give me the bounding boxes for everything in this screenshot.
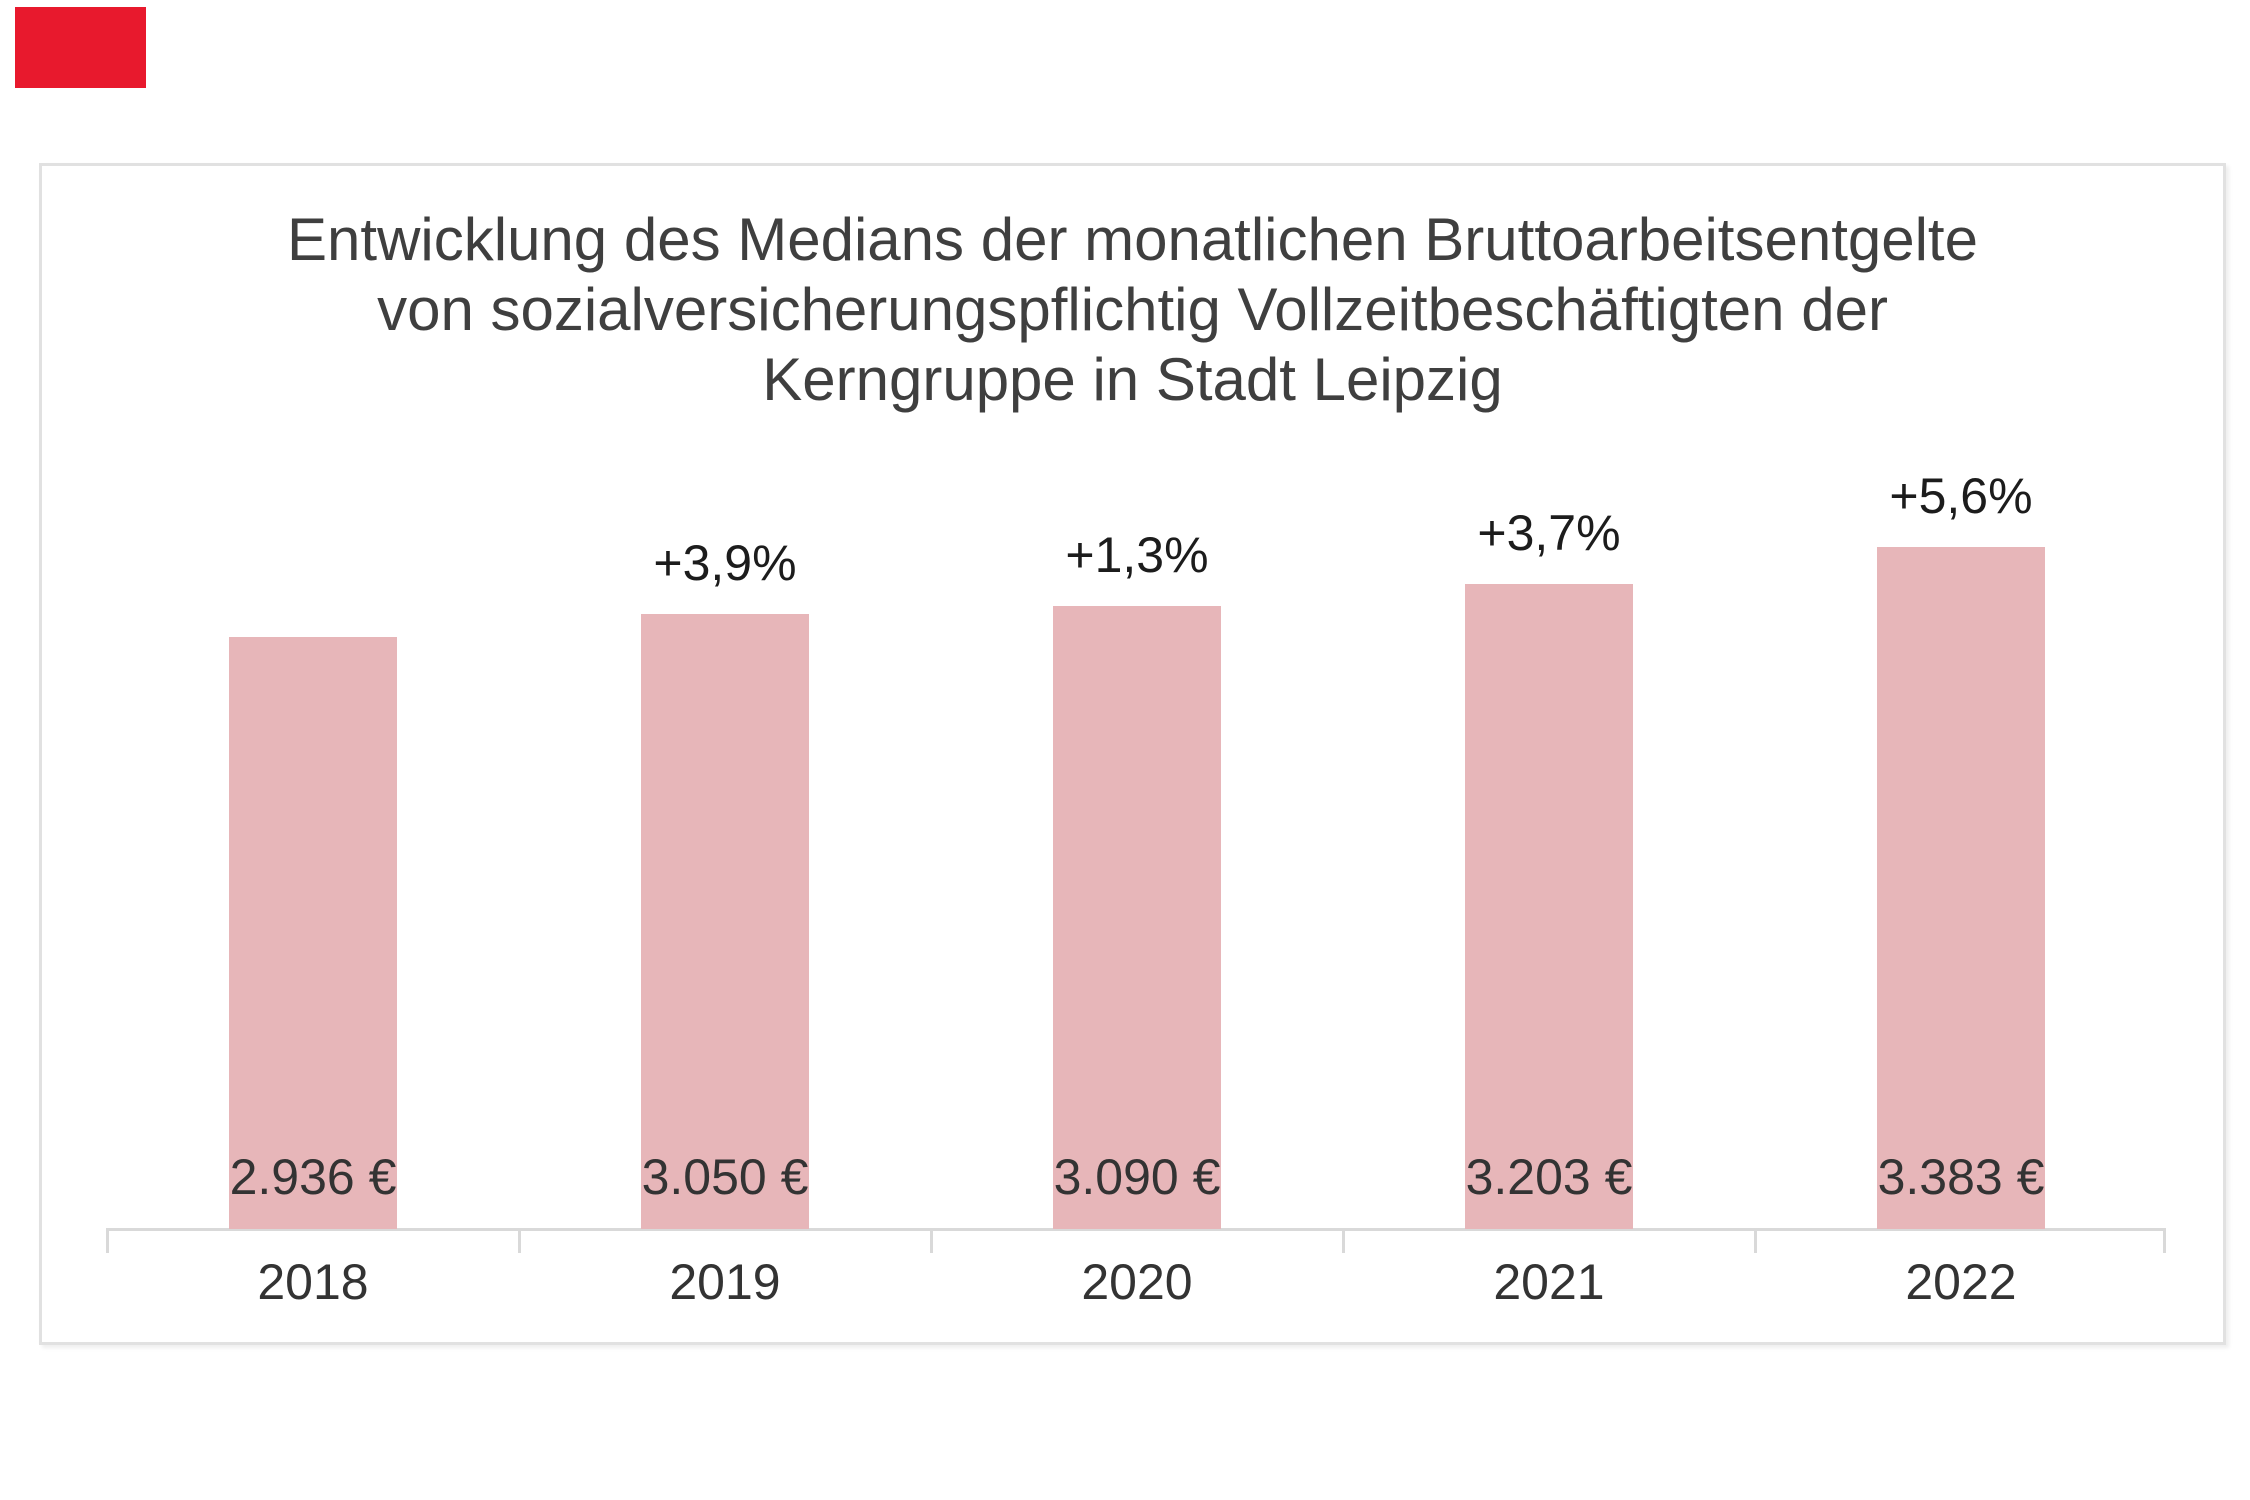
pct-change-label-2021: +3,7% [1477,505,1621,561]
x-axis-tick [2163,1228,2166,1253]
chart-title: Entwicklung des Medians der monatlichen … [39,205,2226,415]
x-axis-label-2018: 2018 [257,1254,369,1310]
value-label-2018: 2.936 € [229,1149,397,1205]
value-label-2021: 3.203 € [1465,1149,1633,1205]
bar-2019 [641,614,809,1229]
x-axis-label-2021: 2021 [1493,1254,1605,1310]
bar-2021 [1465,584,1633,1229]
x-axis-tick [1342,1228,1345,1253]
bar-2018 [229,637,397,1229]
value-label-2019: 3.050 € [641,1149,809,1205]
pct-change-label-2019: +3,9% [653,535,797,591]
x-axis-tick [106,1228,109,1253]
value-label-2020: 3.090 € [1053,1149,1221,1205]
x-axis-tick [518,1228,521,1253]
pct-change-label-2020: +1,3% [1065,527,1209,583]
bar-2020 [1053,606,1221,1229]
pct-change-label-2022: +5,6% [1889,468,2033,524]
chart-title-line-1: Entwicklung des Medians der monatlichen … [287,206,1978,273]
x-axis-label-2019: 2019 [669,1254,781,1310]
red-marker [15,7,146,88]
x-axis-tick [1754,1228,1757,1253]
value-label-2022: 3.383 € [1877,1149,2045,1205]
chart-title-line-2: von sozialversicherungspflichtig Vollzei… [377,276,1888,343]
bar-2022 [1877,547,2045,1229]
x-axis-line [107,1228,2164,1231]
x-axis-tick [930,1228,933,1253]
x-axis-label-2022: 2022 [1905,1254,2017,1310]
chart-title-line-3: Kerngruppe in Stadt Leipzig [762,346,1503,413]
x-axis-label-2020: 2020 [1081,1254,1193,1310]
